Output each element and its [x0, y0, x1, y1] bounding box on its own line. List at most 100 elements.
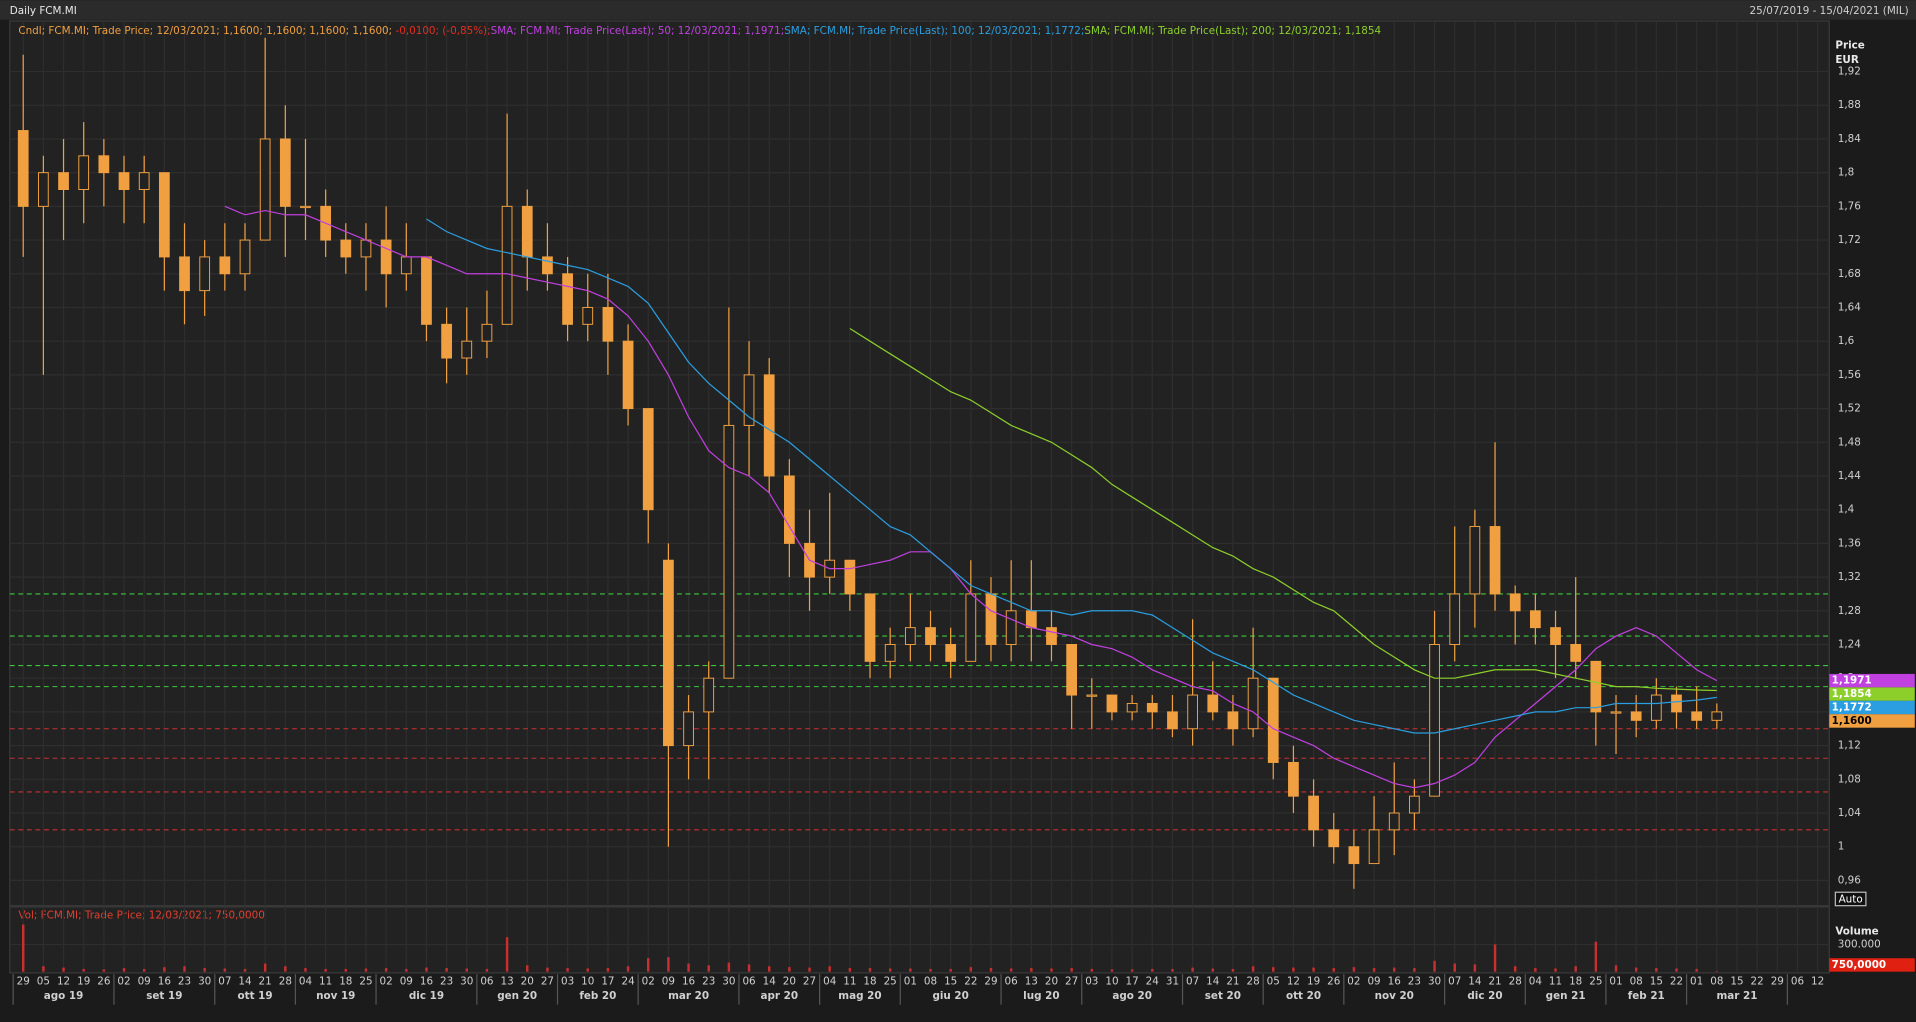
volume-bar [82, 968, 85, 972]
candle-body [582, 306, 594, 325]
y-tick-label: 1,56 [1838, 369, 1861, 381]
volume-bar [788, 967, 791, 972]
y-tick-label: 1,08 [1838, 773, 1861, 785]
x-tick-label: 12 [57, 975, 70, 987]
x-tick-label: 18 [1569, 975, 1582, 987]
x-tick-label: 06 [1791, 975, 1804, 987]
x-tick-label: 10 [1105, 975, 1118, 987]
x-tick-label: 12 [1811, 975, 1824, 987]
volume-bar [707, 965, 710, 972]
month-label: mar 21 [1716, 990, 1757, 1002]
x-tick-label: 29 [1771, 975, 1784, 987]
x-tick-label: 23 [178, 975, 191, 987]
last-value-badge [1829, 673, 1915, 688]
volume-last-badge [1829, 958, 1915, 972]
x-tick-label: 16 [420, 975, 433, 987]
x-tick-label: 07 [1448, 975, 1461, 987]
volume-bar [263, 963, 267, 972]
candle-body [118, 172, 130, 191]
candle-body [400, 256, 412, 275]
volume-bar [1251, 966, 1255, 972]
candle-body [1005, 610, 1017, 645]
x-tick-label: 10 [581, 975, 594, 987]
x-tick-label: 30 [460, 975, 473, 987]
volume-bar [62, 967, 65, 972]
auto-button-frame[interactable] [1834, 891, 1867, 907]
x-tick-label: 06 [480, 975, 493, 987]
x-tick-label: 06 [1005, 975, 1018, 987]
candle-body [1610, 711, 1622, 714]
x-tick-label: 15 [1730, 975, 1743, 987]
volume-bar [687, 963, 690, 972]
candle-body [58, 172, 69, 191]
volume-bar [1050, 968, 1053, 972]
candle-body [219, 256, 231, 275]
month-label: gen 20 [497, 990, 537, 1002]
month-label: ago 19 [44, 990, 84, 1002]
candle-body [17, 130, 29, 207]
y-tick-label: 1,24 [1838, 638, 1861, 650]
volume-bar [1332, 968, 1335, 972]
x-tick-label: 24 [621, 975, 635, 987]
volume-bar [647, 958, 650, 972]
volume-bar [1272, 967, 1275, 972]
x-tick-label: 28 [279, 975, 292, 987]
x-tick-label: 09 [138, 975, 151, 987]
candle-body [1066, 644, 1078, 696]
volume-bar [1231, 968, 1235, 972]
y-tick-label: 1,68 [1838, 268, 1861, 280]
candle-body [622, 340, 634, 410]
candle-body [562, 273, 573, 325]
x-tick-label: 21 [259, 975, 272, 987]
volume-panel [9, 906, 1830, 974]
volume-bar [425, 967, 428, 972]
candle-body [904, 627, 916, 645]
candle-body [1207, 694, 1219, 713]
volume-bar [223, 968, 227, 972]
candle-body [743, 374, 755, 426]
x-tick-label: 11 [1549, 975, 1562, 987]
last-value-label: 1,1854 [1832, 688, 1872, 700]
month-label: ott 19 [238, 990, 273, 1002]
x-tick-label: 27 [1065, 975, 1078, 987]
candle-body [965, 593, 977, 662]
x-tick-label: 16 [158, 975, 171, 987]
volume-bar [1413, 968, 1416, 972]
volume-axis-label: Volume [1835, 925, 1878, 937]
volume-bar [465, 968, 469, 972]
x-tick-label: 11 [319, 975, 332, 987]
x-tick-label: 21 [1226, 975, 1239, 987]
volume-bar [586, 968, 589, 972]
volume-bar [848, 968, 852, 972]
x-tick-label: 14 [1206, 975, 1220, 987]
volume-bar [1574, 966, 1577, 972]
volume-bar [767, 966, 771, 972]
month-label: nov 19 [316, 990, 355, 1002]
x-tick-label: 11 [843, 975, 856, 987]
volume-bar [747, 964, 751, 972]
candle-body [98, 155, 110, 174]
sma-line [849, 328, 1717, 692]
candle-body [1368, 829, 1380, 865]
y-tick-label: 1,88 [1838, 99, 1861, 111]
candle-body [421, 256, 432, 325]
volume-bar [1594, 941, 1598, 972]
auto-button[interactable]: Auto [1834, 891, 1867, 907]
x-tick-label: 16 [682, 975, 695, 987]
candle-body [925, 627, 936, 645]
x-tick-label: 23 [1408, 975, 1421, 987]
y-tick-label: 1,36 [1838, 537, 1861, 549]
x-tick-label: 20 [521, 975, 534, 987]
auto-button-label[interactable]: Auto [1839, 894, 1863, 906]
candle-body [1328, 829, 1340, 848]
candle-body [1671, 694, 1682, 713]
x-tick-label: 19 [77, 975, 90, 987]
x-tick-label: 17 [1126, 975, 1139, 987]
volume-bar [1493, 944, 1497, 972]
x-tick-label: 14 [1468, 975, 1482, 987]
candle-body [844, 559, 856, 595]
x-tick-label: 01 [1690, 975, 1703, 987]
last-value-label: 1,1772 [1832, 702, 1872, 714]
x-tick-label: 23 [702, 975, 715, 987]
volume-bar [1009, 968, 1013, 972]
